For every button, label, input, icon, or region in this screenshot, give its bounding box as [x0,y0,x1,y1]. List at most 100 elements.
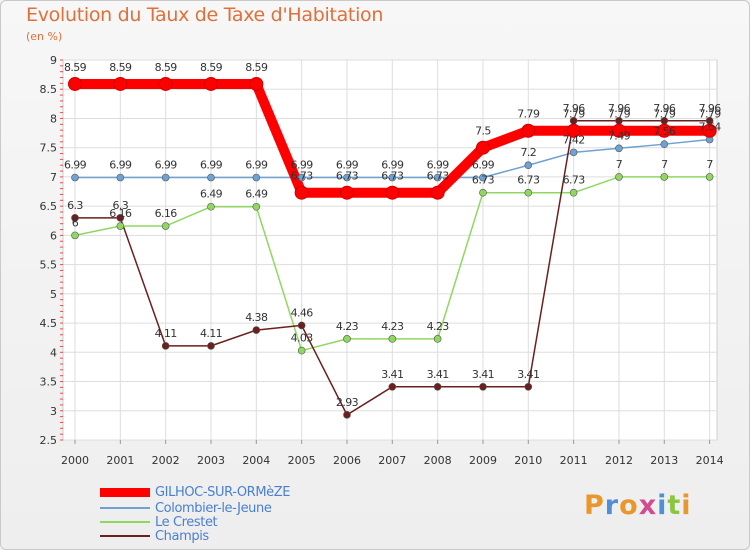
series-champis-value-label: 7.96 [699,102,722,115]
series-champis-value-label: 6.3 [112,199,128,212]
x-tick-label: 2002 [152,454,180,467]
series-colombier-value-label: 7.56 [653,125,676,138]
series-crestet-point [207,202,215,211]
series-colombier-point [343,173,351,182]
series-colombier-value-label: 6.99 [427,159,450,172]
series-gilhoc-value-label: 6.73 [381,170,404,183]
series-crestet-point [388,335,397,343]
legend-item: Colombier-le-Jeune [100,500,272,516]
series-gilhoc-point [657,123,672,138]
y-tick-label: 5 [50,288,57,301]
series-crestet-point [615,173,623,181]
series-gilhoc-value-label: 7.5 [475,125,491,138]
series-gilhoc-value-label: 8.59 [109,61,132,74]
series-champis-point [116,214,125,222]
series-gilhoc-point [68,76,82,91]
y-tick-label: 3 [50,405,57,418]
series-champis-value-label: 3.41 [427,368,449,381]
series-crestet-value-label: 6.49 [245,188,268,201]
series-champis-value-label: 4.46 [291,306,314,319]
x-tick-label: 2013 [650,454,678,467]
series-colombier-value-label: 6.99 [200,159,223,172]
series-gilhoc-value-label: 6.73 [291,170,314,183]
series-crestet-value-label: 4.23 [427,320,450,333]
series-champis-value-label: 2.93 [336,396,359,409]
series-crestet-point [71,231,79,240]
series-colombier-value-label: 6.99 [245,159,268,172]
series-crestet-value-label: 6.73 [472,174,495,187]
series-gilhoc-point [475,140,490,155]
series-champis-point [161,342,170,350]
series-colombier-value-label: 6.99 [155,159,178,172]
series-gilhoc-value-label: 8.59 [200,61,223,74]
legend-label: Colombier-le-Jeune [155,500,272,516]
series-crestet-point [161,222,170,230]
series-colombier-value-label: 7.64 [699,121,722,134]
series-gilhoc-point [294,185,309,200]
series-colombier-point [615,144,623,153]
series-champis-point [297,321,306,330]
series-colombier-point [388,173,397,182]
series-crestet-value-label: 4.23 [336,320,359,333]
x-tick-label: 2000 [61,454,89,467]
series-colombier-value-label: 7.2 [520,146,536,159]
series-champis-point [388,382,397,391]
series-colombier-point [433,173,442,182]
series-champis-value-label: 3.41 [472,368,494,381]
series-champis-value-label: 3.41 [517,368,539,381]
x-tick-label: 2001 [106,454,134,467]
logo-letter: r [604,490,620,521]
series-champis-point [524,382,533,391]
logo-letter: i [657,490,668,521]
series-champis-value-label: 7.96 [608,102,631,115]
y-tick-label: 3.5 [40,376,58,389]
legend-item: Le Crestet [100,515,218,530]
logo-letter: t [667,490,682,521]
x-tick-label: 2003 [197,454,225,467]
series-colombier-point [252,173,261,182]
series-crestet-value-label: 7 [706,158,713,171]
y-tick-label: 5.5 [40,259,58,272]
series-gilhoc-value-label: 6.73 [336,170,359,183]
series-crestet-point [433,335,442,343]
logo-letter: o [619,490,639,521]
series-champis-value-label: 7.96 [563,102,586,115]
series-gilhoc-point [113,76,128,91]
x-tick-label: 2008 [424,454,452,467]
series-crestet-value-label: 6.16 [109,207,132,220]
x-tick-label: 2009 [469,454,497,467]
chart-subtitle: (en %) [26,30,63,43]
series-gilhoc-value-label: 8.59 [155,61,178,74]
series-colombier-point [569,148,578,157]
series-champis-point [71,214,79,222]
series-crestet-value-label: 7 [661,158,668,171]
series-champis-value-label: 4.38 [245,311,268,324]
x-tick-label: 2014 [696,454,724,467]
logo-letter: P [584,490,605,521]
series-gilhoc-value-label: 7.79 [608,108,631,121]
series-gilhoc-point [430,185,445,200]
series-crestet-point [343,335,351,343]
series-crestet-point [297,346,306,355]
series-champis-point [433,382,442,391]
series-gilhoc-value-label: 7.79 [563,108,586,121]
series-crestet-value-label: 6.16 [155,207,178,220]
logo-letter: x [638,490,658,521]
series-gilhoc-value-label: 8.59 [245,61,268,74]
chart-title: Evolution du Taux de Taxe d'Habitation [26,4,384,26]
legend-label: GILHOC-SUR-ORMèZE [155,484,291,500]
series-gilhoc-point [385,185,400,200]
series-gilhoc-point [611,123,626,138]
series-colombier-value-label: 7.42 [563,133,585,146]
series-crestet-value-label: 4.03 [291,332,314,345]
series-crestet-point [252,202,261,211]
series-champis-value-label: 6.3 [67,199,83,212]
series-colombier-point [297,173,306,182]
series-champis-point [479,382,487,391]
legend-label: Champis [155,528,209,544]
y-tick-label: 8 [50,112,57,125]
y-tick-label: 9 [50,54,57,67]
series-colombier-point [207,173,215,182]
series-colombier-value-label: 6.99 [381,159,404,172]
